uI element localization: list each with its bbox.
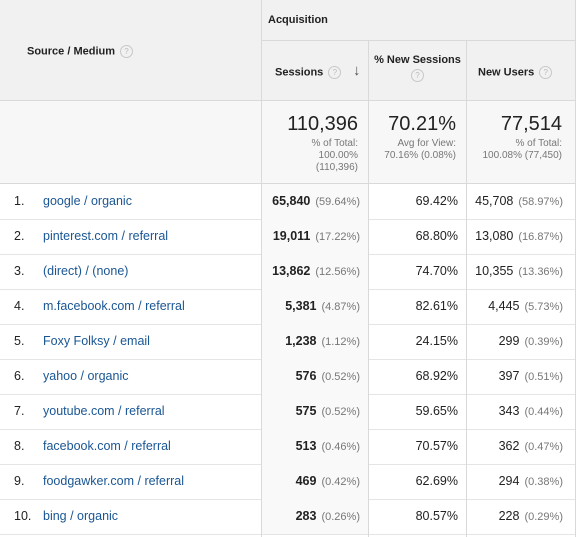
sessions-total-label: % of Total: — [311, 138, 358, 149]
row-index: 1. — [14, 194, 25, 208]
sessions-total-value: 110,396 — [287, 113, 358, 135]
table-row: 10. bing / organic 283 (0.26%) 80.57% 228… — [0, 499, 576, 535]
source-medium-link[interactable]: (direct) / (none) — [43, 264, 129, 278]
acquisition-group-label: Acquisition — [268, 14, 328, 26]
sessions-header-label: Sessions — [275, 66, 324, 79]
table-header: Source / Medium? Acquisition Sessions? ↓… — [0, 0, 576, 101]
source-medium-link[interactable]: m.facebook.com / referral — [43, 299, 185, 313]
new-sessions-cell: 68.80% — [415, 229, 458, 243]
row-index: 5. — [14, 334, 25, 348]
new-users-total-value: 77,514 — [500, 113, 562, 135]
table-row: 5. Foxy Folksy / email 1,238 (1.12%) 24.1… — [0, 324, 576, 360]
new-sessions-cell: 69.42% — [415, 194, 458, 208]
new-sessions-cell: 82.61% — [415, 299, 458, 313]
new-users-cell: 13,080 (16.87%) — [475, 229, 563, 243]
source-medium-link[interactable]: facebook.com / referral — [43, 439, 171, 453]
new-users-total: 77,514 % of Total: 100.08% (77,450) — [462, 113, 562, 162]
row-index: 9. — [14, 474, 25, 488]
sessions-cell: 469 (0.42%) — [295, 474, 360, 488]
table-row: 8. facebook.com / referral 513 (0.46%) 70… — [0, 429, 576, 465]
new-users-cell: 10,355 (13.36%) — [475, 264, 563, 278]
table-row: 6. yahoo / organic 576 (0.52%) 68.92% 397… — [0, 359, 576, 395]
row-index: 8. — [14, 439, 25, 453]
new-sessions-cell: 68.92% — [415, 369, 458, 383]
new-sessions-cell: 74.70% — [415, 264, 458, 278]
new-users-cell: 299 (0.39%) — [498, 334, 563, 348]
new-sessions-cell: 59.65% — [415, 404, 458, 418]
sessions-cell: 575 (0.52%) — [295, 404, 360, 418]
new-users-cell: 343 (0.44%) — [498, 404, 563, 418]
new-sessions-cell: 80.57% — [415, 509, 458, 523]
sessions-cell: 65,840 (59.64%) — [272, 194, 360, 208]
row-index: 3. — [14, 264, 25, 278]
table-row: 2. pinterest.com / referral 19,011 (17.22… — [0, 219, 576, 255]
table-row: 4. m.facebook.com / referral 5,381 (4.87%… — [0, 289, 576, 325]
source-medium-link[interactable]: bing / organic — [43, 509, 119, 523]
new-users-cell: 4,445 (5.73%) — [488, 299, 563, 313]
new-sessions-total-label: Avg for View: — [397, 138, 456, 149]
sessions-cell: 13,862 (12.56%) — [272, 264, 360, 278]
sessions-cell: 1,238 (1.12%) — [285, 334, 360, 348]
sessions-total: 110,396 % of Total: 100.00% (110,396) — [258, 113, 358, 174]
new-sessions-header-label: % New Sessions — [374, 54, 461, 66]
help-icon[interactable]: ? — [411, 69, 424, 82]
new-sessions-column-header[interactable]: % New Sessions ? — [369, 54, 466, 82]
sessions-cell: 19,011 (17.22%) — [272, 229, 360, 243]
sessions-cell: 5,381 (4.87%) — [285, 299, 360, 313]
new-users-column-header[interactable]: New Users? — [478, 66, 553, 79]
row-index: 7. — [14, 404, 25, 418]
source-medium-link[interactable]: foodgawker.com / referral — [43, 474, 185, 488]
new-sessions-total-avg: 70.16% (0.08%) — [384, 150, 456, 161]
sessions-total-percent: 100.00% — [318, 150, 358, 161]
row-index: 2. — [14, 229, 25, 243]
sort-descending-icon[interactable]: ↓ — [353, 62, 361, 79]
table-row: 7. youtube.com / referral 575 (0.52%) 59.… — [0, 394, 576, 430]
table-row: 9. foodgawker.com / referral 469 (0.42%) … — [0, 464, 576, 500]
new-sessions-cell: 70.57% — [415, 439, 458, 453]
source-medium-link[interactable]: youtube.com / referral — [43, 404, 165, 418]
totals-row: 110,396 % of Total: 100.00% (110,396) 70… — [0, 101, 576, 184]
help-icon[interactable]: ? — [539, 66, 553, 79]
divider — [261, 0, 262, 537]
sessions-cell: 513 (0.46%) — [295, 439, 360, 453]
sessions-cell: 283 (0.26%) — [295, 509, 360, 523]
row-index: 10. — [14, 509, 32, 523]
dimension-header-label: Source / Medium — [27, 45, 116, 58]
help-icon[interactable]: ? — [120, 45, 134, 58]
new-users-total-label: % of Total: — [515, 138, 562, 149]
new-sessions-cell: 62.69% — [415, 474, 458, 488]
new-sessions-cell: 24.15% — [415, 334, 458, 348]
new-users-cell: 294 (0.38%) — [498, 474, 563, 488]
new-users-header-label: New Users — [478, 66, 535, 79]
sessions-total-absolute: (110,396) — [315, 162, 358, 173]
divider — [368, 41, 369, 537]
row-index: 6. — [14, 369, 25, 383]
source-medium-link[interactable]: Foxy Folksy / email — [43, 334, 150, 348]
new-sessions-total: 70.21% Avg for View: 70.16% (0.08%) — [361, 113, 456, 162]
source-medium-link[interactable]: google / organic — [43, 194, 132, 208]
new-users-cell: 228 (0.29%) — [498, 509, 563, 523]
source-medium-link[interactable]: yahoo / organic — [43, 369, 129, 383]
sessions-cell: 576 (0.52%) — [295, 369, 360, 383]
divider — [262, 40, 576, 41]
row-index: 4. — [14, 299, 25, 313]
table-row: 3. (direct) / (none) 13,862 (12.56%) 74.7… — [0, 254, 576, 290]
table-row: 1. google / organic 65,840 (59.64%) 69.42… — [0, 184, 576, 220]
new-users-cell: 397 (0.51%) — [498, 369, 563, 383]
sessions-column-header[interactable]: Sessions? — [275, 66, 342, 79]
dimension-header[interactable]: Source / Medium? — [27, 45, 134, 58]
help-icon[interactable]: ? — [328, 66, 342, 79]
new-users-cell: 362 (0.47%) — [498, 439, 563, 453]
new-sessions-total-value: 70.21% — [388, 113, 456, 135]
new-users-cell: 45,708 (58.97%) — [475, 194, 563, 208]
divider — [466, 41, 467, 537]
new-users-total-percent: 100.08% (77,450) — [482, 150, 562, 161]
source-medium-link[interactable]: pinterest.com / referral — [43, 229, 169, 243]
